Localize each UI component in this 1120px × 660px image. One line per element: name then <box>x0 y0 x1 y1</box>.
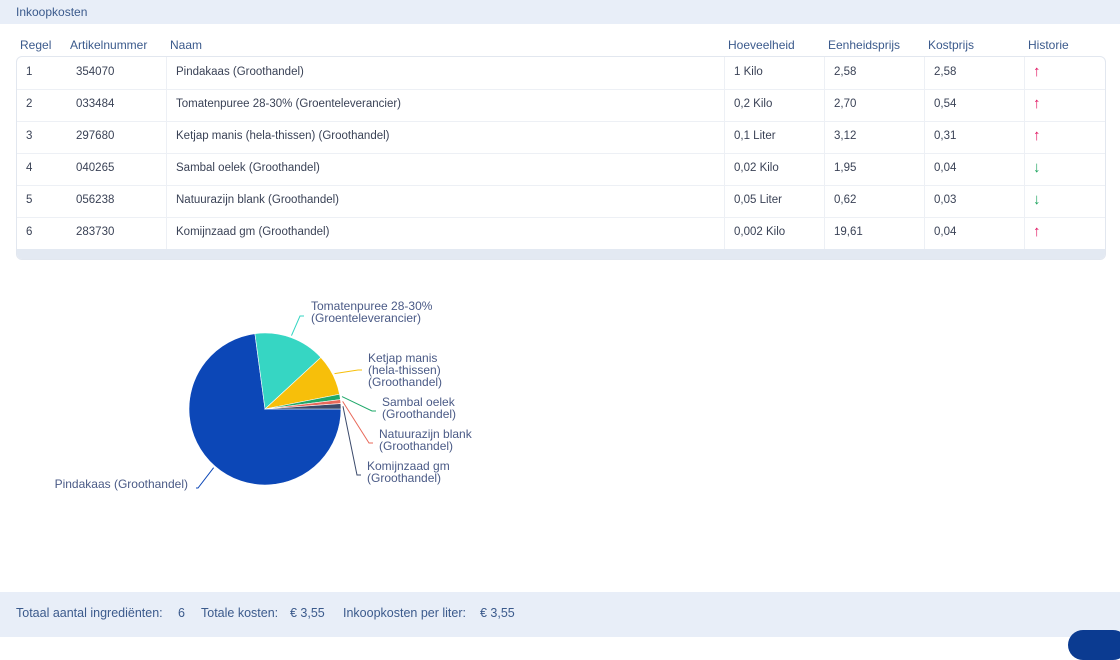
cell-artikelnummer: 283730 <box>76 226 115 238</box>
cell-hoeveelheid: 0,05 Liter <box>734 194 782 206</box>
pie-label-komijnzaad-gm-groothandel: Komijnzaad gm (Groothandel) <box>367 459 450 485</box>
panel-header: Inkoopkosten <box>0 0 1120 24</box>
price-down-arrow-icon[interactable]: ↓ <box>1033 159 1041 176</box>
cell-naam: Pindakaas (Groothandel) <box>176 66 304 78</box>
cell-kostprijs: 0,54 <box>934 98 957 110</box>
total-cost-value: € 3,55 <box>290 606 325 620</box>
pie-label-pindakaas-groothandel: Pindakaas (Groothandel) <box>55 477 188 491</box>
panel-title: Inkoopkosten <box>16 5 88 19</box>
cell-hoeveelheid: 1 Kilo <box>734 66 763 78</box>
cell-naam: Sambal oelek (Groothandel) <box>176 162 320 174</box>
cell-kostprijs: 2,58 <box>934 66 957 78</box>
cell-artikelnummer: 056238 <box>76 194 115 206</box>
table-row[interactable]: 4 040265 Sambal oelek (Groothandel) 0,02… <box>17 153 1105 186</box>
pie-slice-tomatenpuree-28-30-groenteleverancier[interactable] <box>254 332 322 410</box>
table-column-headers: Regel Artikelnummer Naam Hoeveelheid Een… <box>0 38 1120 54</box>
price-up-arrow-icon[interactable]: ↑ <box>1033 63 1041 80</box>
pie-label-ketjap-manis-hela-thissen-groothandel: Ketjap manis (hela-thissen) (Groothandel) <box>368 351 442 389</box>
cell-naam: Tomatenpuree 28-30% (Groenteleverancier) <box>176 98 402 110</box>
table-row[interactable]: 5 056238 Natuurazijn blank (Groothandel)… <box>17 185 1105 218</box>
cell-regel: 5 <box>26 194 33 206</box>
cell-kostprijs: 0,04 <box>934 162 957 174</box>
price-up-arrow-icon[interactable]: ↑ <box>1033 223 1041 240</box>
cost-per-liter-label: Inkoopkosten per liter: <box>343 606 466 620</box>
cell-regel: 3 <box>26 130 33 142</box>
col-artikelnummer-header[interactable]: Artikelnummer <box>70 38 148 52</box>
horizontal-scrollbar[interactable] <box>17 249 1105 259</box>
cell-regel: 6 <box>26 226 33 238</box>
table-row[interactable]: 3 297680 Ketjap manis (hela-thissen) (Gr… <box>17 121 1105 154</box>
cell-naam: Ketjap manis (hela-thissen) (Groothandel… <box>176 130 390 142</box>
cell-hoeveelheid: 0,1 Liter <box>734 130 776 142</box>
cell-kostprijs: 0,03 <box>934 194 957 206</box>
cell-artikelnummer: 033484 <box>76 98 115 110</box>
price-up-arrow-icon[interactable]: ↑ <box>1033 95 1041 112</box>
pie-label-tomatenpuree-28-30-groenteleverancier: Tomatenpuree 28-30% (Groenteleverancier) <box>311 299 433 325</box>
cell-naam: Komijnzaad gm (Groothandel) <box>176 226 330 238</box>
pie-label-sambal-oelek-groothandel: Sambal oelek (Groothandel) <box>382 395 456 421</box>
col-hoeveelheid-header[interactable]: Hoeveelheid <box>728 38 795 52</box>
cell-eenheidsprijs: 1,95 <box>834 162 857 174</box>
pie-slice-komijnzaad-gm-groothandel[interactable] <box>264 403 342 410</box>
cell-artikelnummer: 297680 <box>76 130 115 142</box>
cell-regel: 1 <box>26 66 33 78</box>
table-row[interactable]: 6 283730 Komijnzaad gm (Groothandel) 0,0… <box>17 217 1105 250</box>
cost-per-liter-value: € 3,55 <box>480 606 515 620</box>
ingredients-table: 1 354070 Pindakaas (Groothandel) 1 Kilo … <box>16 56 1106 260</box>
cell-regel: 4 <box>26 162 33 174</box>
cell-hoeveelheid: 0,2 Kilo <box>734 98 773 110</box>
cell-regel: 2 <box>26 98 33 110</box>
cell-hoeveelheid: 0,002 Kilo <box>734 226 786 238</box>
cell-hoeveelheid: 0,02 Kilo <box>734 162 779 174</box>
total-cost-label: Totale kosten: <box>201 606 279 620</box>
cell-eenheidsprijs: 2,58 <box>834 66 857 78</box>
cell-kostprijs: 0,04 <box>934 226 957 238</box>
cell-eenheidsprijs: 0,62 <box>834 194 857 206</box>
pie-leader-line <box>341 396 376 412</box>
pie-leader-line <box>291 315 304 336</box>
cell-eenheidsprijs: 19,61 <box>834 226 863 238</box>
pie-leader-line <box>342 406 361 476</box>
table-row[interactable]: 2 033484 Tomatenpuree 28-30% (Groentelev… <box>17 89 1105 122</box>
cell-eenheidsprijs: 2,70 <box>834 98 857 110</box>
col-naam-header[interactable]: Naam <box>170 38 203 52</box>
pie-leader-line <box>334 369 362 375</box>
cell-eenheidsprijs: 3,12 <box>834 130 857 142</box>
table-row[interactable]: 1 354070 Pindakaas (Groothandel) 1 Kilo … <box>17 57 1105 90</box>
pie-leader-line <box>196 467 215 489</box>
col-eenheidsprijs-header[interactable]: Eenheidsprijs <box>828 38 901 52</box>
col-historie-header[interactable]: Historie <box>1028 38 1069 52</box>
floating-action-button[interactable] <box>1068 630 1120 660</box>
cost-pie-chart: Pindakaas (Groothandel) Tomatenpuree 28-3… <box>55 299 473 491</box>
cell-artikelnummer: 354070 <box>76 66 115 78</box>
pie-label-natuurazijn-blank-groothandel: Natuurazijn blank (Groothandel) <box>379 427 473 453</box>
price-up-arrow-icon[interactable]: ↑ <box>1033 127 1041 144</box>
cell-naam: Natuurazijn blank (Groothandel) <box>176 194 340 206</box>
cell-kostprijs: 0,31 <box>934 130 957 142</box>
cell-artikelnummer: 040265 <box>76 162 115 174</box>
col-regel-header[interactable]: Regel <box>20 38 52 52</box>
price-down-arrow-icon[interactable]: ↓ <box>1033 191 1041 208</box>
pie-leader-line <box>342 401 373 444</box>
summary-footer: Totaal aantal ingrediënten: 6 Totale kos… <box>0 592 1120 637</box>
col-kostprijs-header[interactable]: Kostprijs <box>928 38 975 52</box>
ingredients-count-value: 6 <box>178 606 185 620</box>
ingredients-count-label: Totaal aantal ingrediënten: <box>16 606 163 620</box>
